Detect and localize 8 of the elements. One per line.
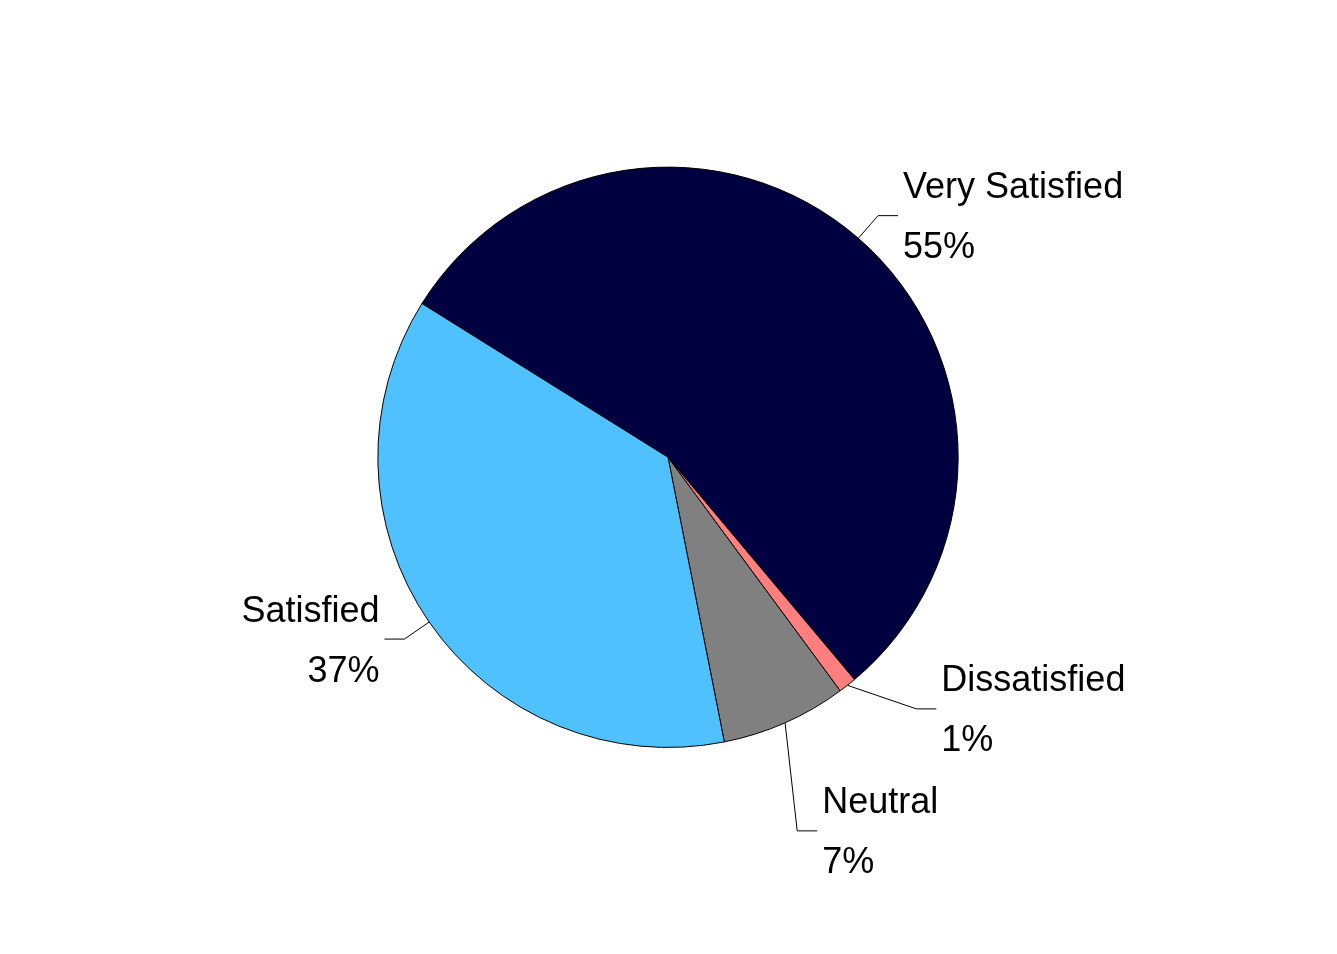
slice-label: Dissatisfied xyxy=(941,658,1126,700)
slice-label: Satisfied xyxy=(241,588,380,630)
data-label: 1% xyxy=(941,718,994,760)
slice-label: Neutral xyxy=(822,780,939,822)
data-label: 37% xyxy=(307,648,380,690)
slice-label: Very Satisfied xyxy=(903,165,1124,207)
data-label: 7% xyxy=(822,840,875,882)
data-label: 55% xyxy=(903,225,976,267)
